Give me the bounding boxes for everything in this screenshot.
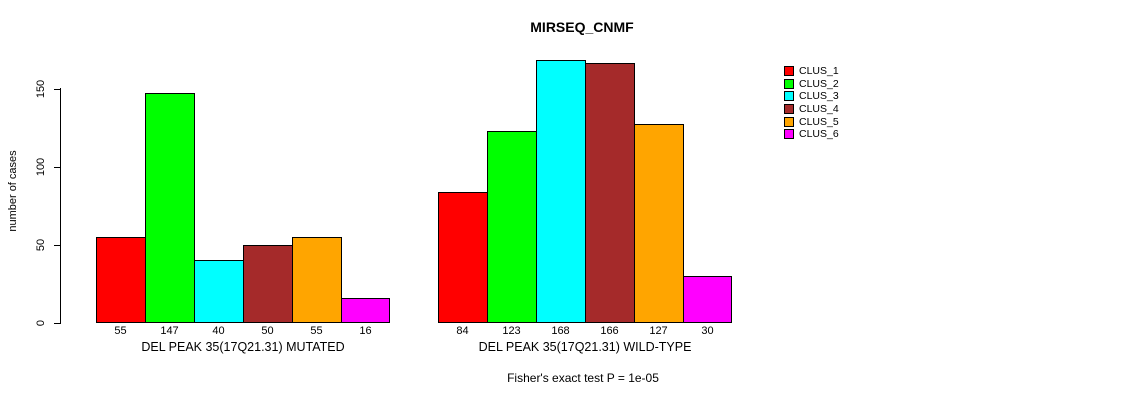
legend-item-clus_4: CLUS_4 bbox=[784, 103, 839, 116]
y-tick-label: 0 bbox=[35, 319, 47, 327]
legend-swatch-icon bbox=[784, 78, 794, 89]
bar-clus_1-group0 bbox=[96, 237, 146, 323]
legend-swatch-icon bbox=[784, 66, 794, 77]
legend-label: CLUS_2 bbox=[799, 77, 839, 90]
bar-value-label: 55 bbox=[114, 325, 127, 337]
y-tick-label: 50 bbox=[35, 238, 47, 252]
legend-item-clus_2: CLUS_2 bbox=[784, 78, 839, 91]
legend: CLUS_1 CLUS_2 CLUS_3 CLUS_4 CLUS_5 CLUS_6 bbox=[784, 65, 839, 141]
legend-swatch-icon bbox=[784, 129, 794, 140]
legend-label: CLUS_3 bbox=[799, 90, 839, 103]
bar-clus_2-group0 bbox=[145, 93, 195, 323]
annotation-fisher-test: Fisher's exact test P = 1e-05 bbox=[507, 371, 659, 385]
legend-label: CLUS_1 bbox=[799, 65, 839, 78]
y-tick-label: 100 bbox=[35, 157, 47, 177]
bar-value-label: 50 bbox=[261, 325, 274, 337]
y-axis-label: number of cases bbox=[7, 150, 19, 232]
bar-value-label: 40 bbox=[212, 325, 225, 337]
bar-value-label: 147 bbox=[160, 325, 179, 337]
y-axis-line bbox=[60, 88, 61, 323]
bar-clus_1-group1 bbox=[438, 192, 488, 323]
chart-title: MIRSEQ_CNMF bbox=[530, 19, 634, 35]
bar-value-label: 16 bbox=[359, 325, 372, 337]
legend-swatch-icon bbox=[784, 104, 794, 115]
bar-value-label: 166 bbox=[600, 325, 619, 337]
bar-value-label: 30 bbox=[701, 325, 714, 337]
bar-value-label: 55 bbox=[310, 325, 323, 337]
bar-clus_6-group1 bbox=[683, 276, 732, 323]
y-tick-label: 150 bbox=[35, 79, 47, 99]
x-axis-label-mutated: DEL PEAK 35(17Q21.31) MUTATED bbox=[141, 340, 345, 354]
bar-clus_4-group1 bbox=[585, 63, 635, 323]
legend-label: CLUS_5 bbox=[799, 115, 839, 128]
y-tick bbox=[54, 89, 61, 90]
bar-clus_3-group1 bbox=[536, 60, 586, 323]
legend-item-clus_5: CLUS_5 bbox=[784, 115, 839, 128]
x-axis-label-wildtype: DEL PEAK 35(17Q21.31) WILD-TYPE bbox=[478, 340, 692, 354]
legend-swatch-icon bbox=[784, 91, 794, 102]
legend-label: CLUS_6 bbox=[799, 128, 839, 141]
bar-clus_4-group0 bbox=[243, 245, 293, 323]
bar-clus_2-group1 bbox=[487, 131, 537, 323]
y-tick bbox=[54, 245, 61, 246]
bar-value-label: 127 bbox=[649, 325, 668, 337]
bar-value-label: 84 bbox=[456, 325, 469, 337]
bar-clus_5-group0 bbox=[292, 237, 342, 323]
y-tick bbox=[54, 323, 61, 324]
legend-item-clus_3: CLUS_3 bbox=[784, 90, 839, 103]
bar-value-label: 168 bbox=[551, 325, 570, 337]
legend-label: CLUS_4 bbox=[799, 103, 839, 116]
legend-item-clus_6: CLUS_6 bbox=[784, 128, 839, 141]
legend-swatch-icon bbox=[784, 116, 794, 127]
bar-clus_5-group1 bbox=[634, 124, 684, 323]
y-tick bbox=[54, 167, 61, 168]
bar-value-label: 123 bbox=[502, 325, 521, 337]
bar-clus_6-group0 bbox=[341, 298, 390, 323]
bar-clus_3-group0 bbox=[194, 260, 244, 323]
legend-item-clus_1: CLUS_1 bbox=[784, 65, 839, 78]
